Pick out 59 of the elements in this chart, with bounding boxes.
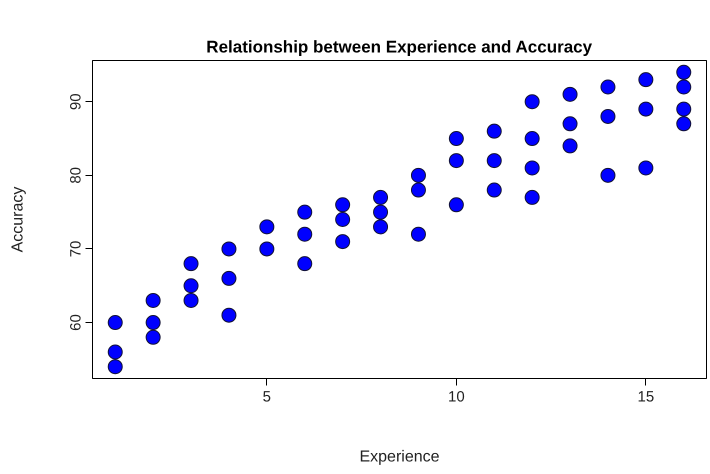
point [221,308,236,323]
point [448,197,464,212]
point [562,116,578,132]
point [221,270,236,286]
point [297,226,312,242]
point [486,124,502,139]
point [410,226,426,242]
point [146,330,161,345]
point [524,190,540,205]
point [184,292,199,308]
point [486,153,502,168]
point [486,182,502,198]
chart-title: Relationship between Experience and Accuracy [206,38,593,56]
point [335,234,350,250]
point [638,160,654,176]
point [259,241,274,256]
x-tick-label: 5 [262,388,272,406]
point [600,108,616,124]
point [259,219,274,234]
y-tick-label: 90 [68,93,84,110]
point [146,292,161,308]
point [410,168,426,183]
point [600,80,616,94]
point [562,86,578,102]
point [676,116,692,132]
point [600,168,616,183]
x-axis-title: Experience [359,448,440,466]
point [297,204,312,220]
point [373,190,388,205]
y-tick-label: 80 [68,166,84,184]
point [524,131,540,146]
point [373,219,388,234]
point [410,182,426,198]
point [676,80,692,94]
point [524,94,540,110]
point [108,315,123,330]
y-axis-title: Accuracy [10,186,26,252]
point [448,153,464,168]
point [108,344,123,360]
point [562,138,578,154]
point [676,102,692,117]
point [524,160,540,176]
point [184,256,199,272]
point [638,72,654,88]
point [373,204,388,220]
point [221,241,236,256]
point [146,315,161,330]
point [335,197,350,212]
y-tick-label: 70 [68,240,84,258]
point [108,359,123,374]
point [448,131,464,146]
point [638,102,654,117]
point [297,256,312,272]
y-tick-label: 60 [68,314,84,331]
x-tick-label: 15 [638,388,654,406]
point [335,212,350,227]
x-tick-label: 10 [448,388,465,406]
point [184,278,199,294]
point [676,64,692,80]
